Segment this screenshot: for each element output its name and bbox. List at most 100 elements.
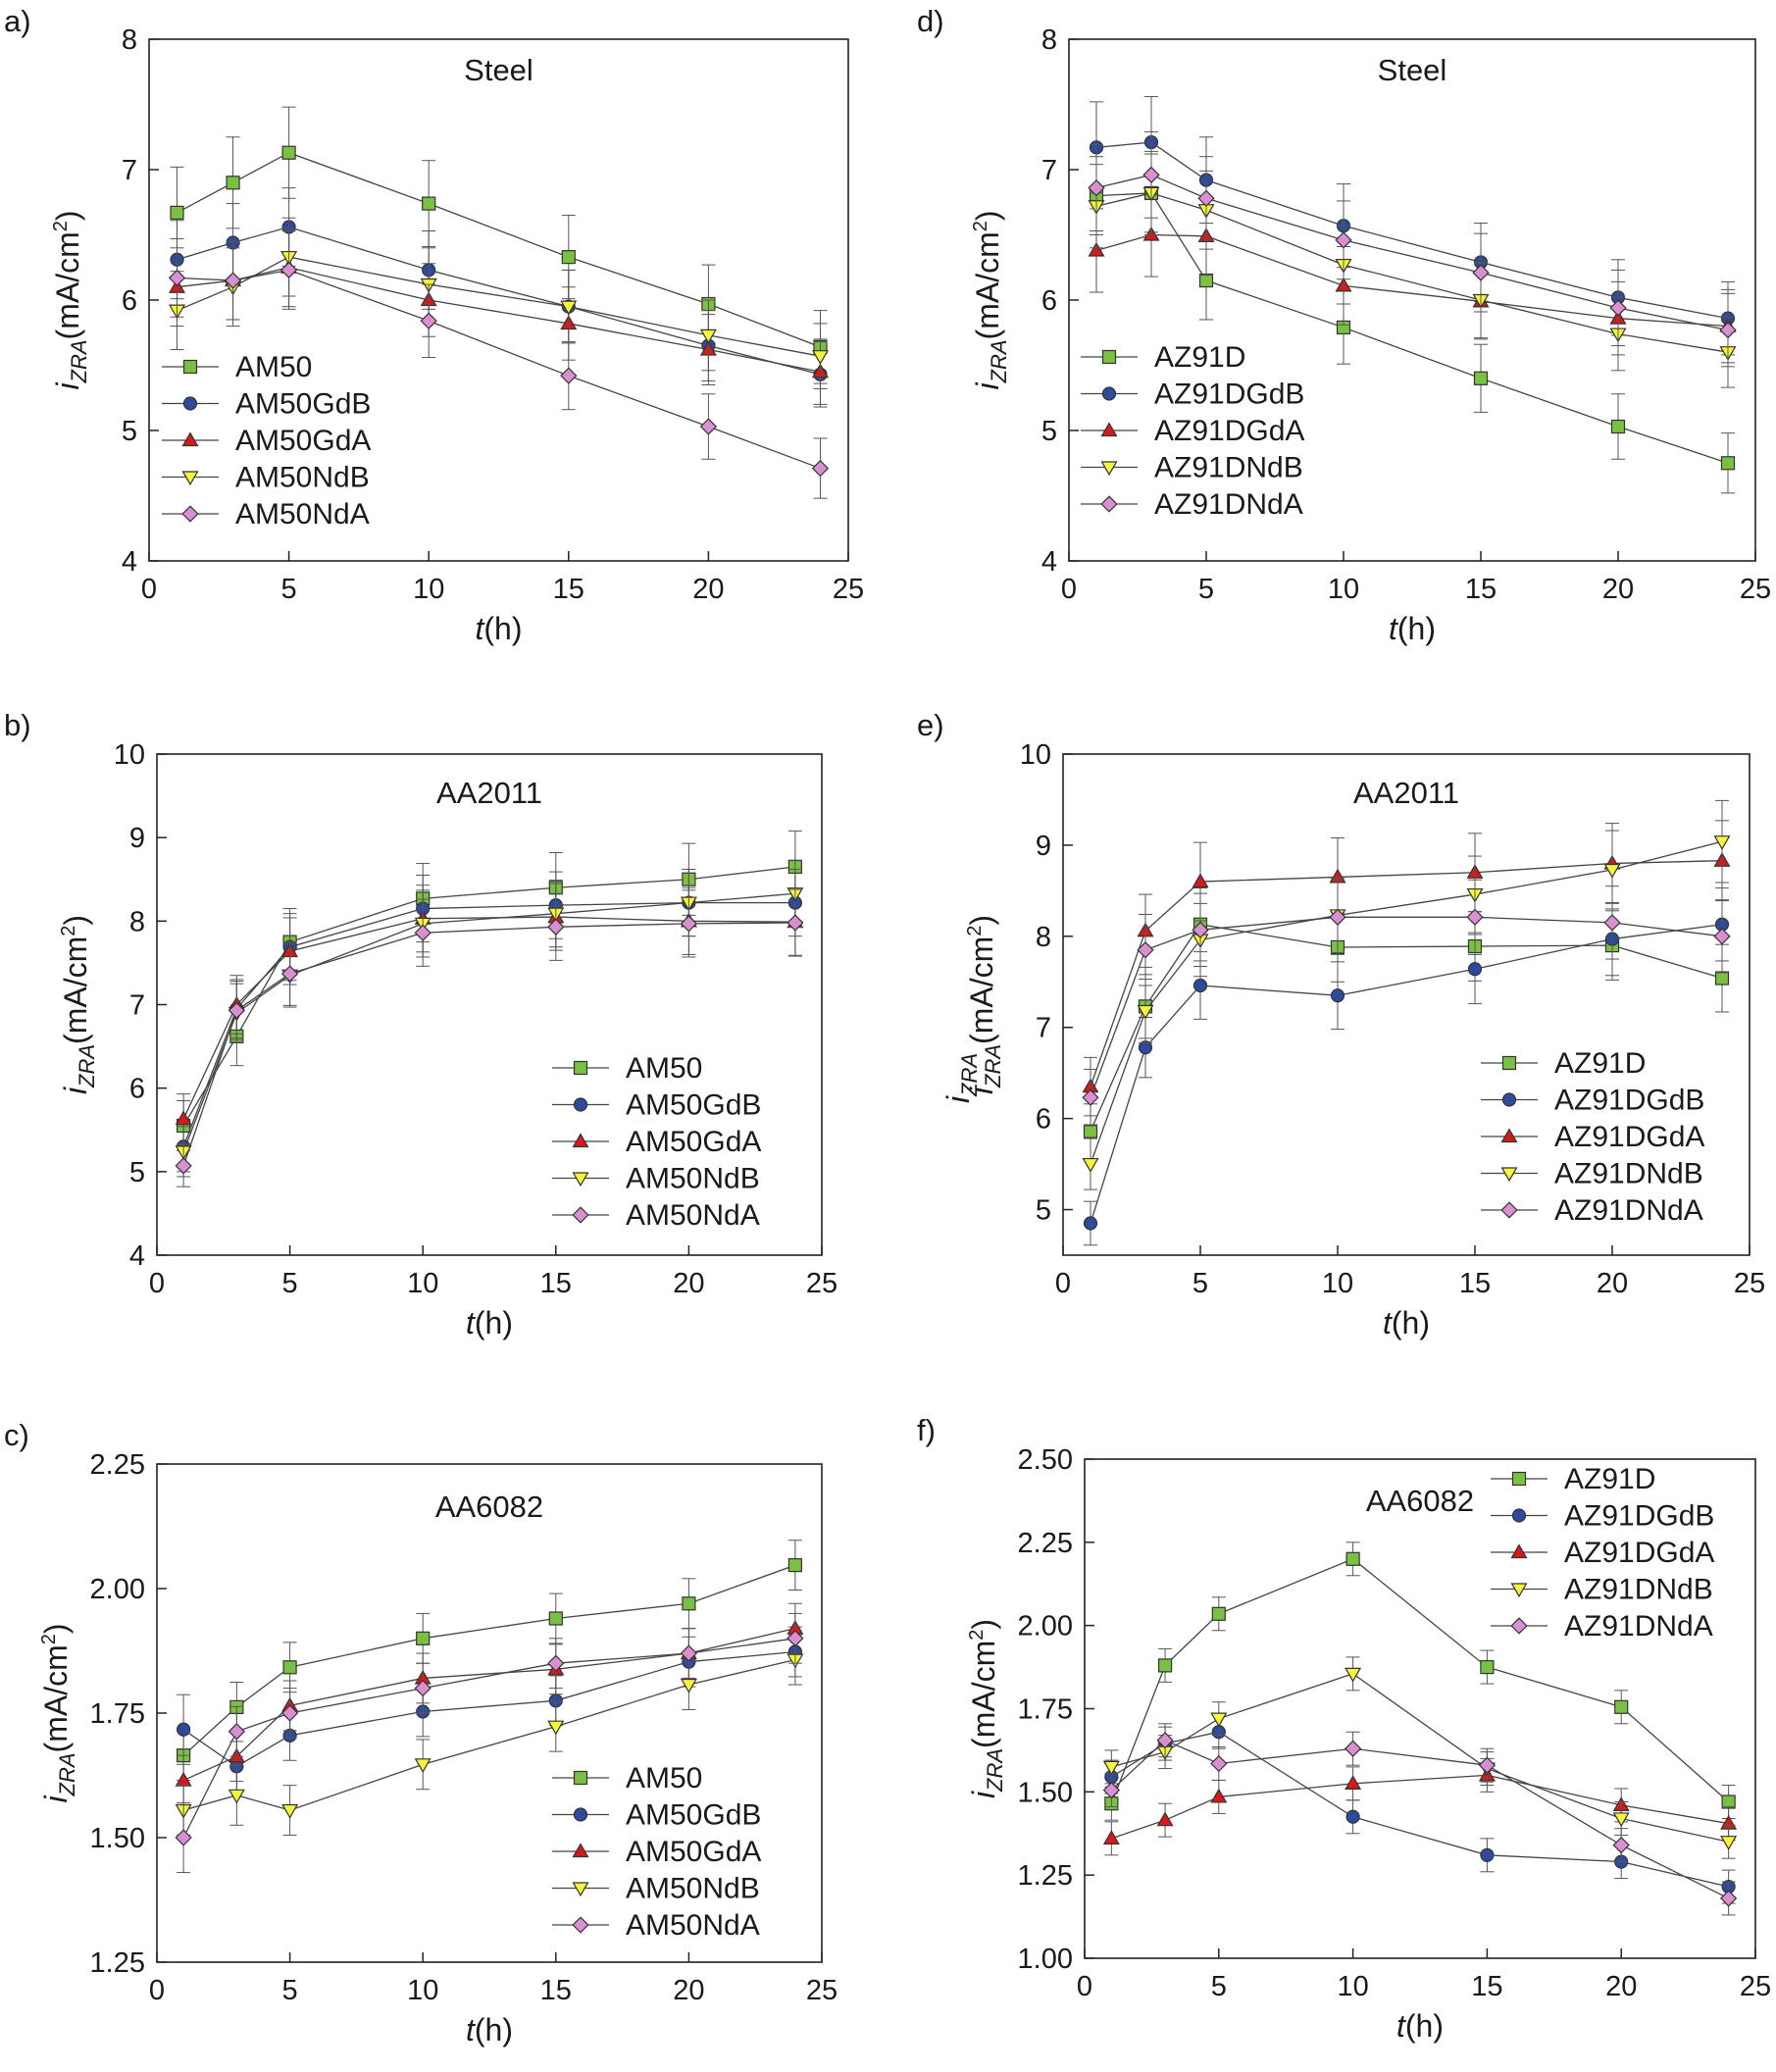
legend-marker xyxy=(1510,1617,1528,1635)
data-point xyxy=(1603,914,1621,932)
y-tick-label: 2.25 xyxy=(90,1449,145,1481)
series-AM50GdA xyxy=(175,1602,804,1806)
series-AM50 xyxy=(170,106,828,384)
legend: AM50 AM50GdB AM50GdA AM50NdB AM50NdA xyxy=(162,351,371,531)
legend: AZ91D AZ91DGdB AZ91DGdA AZ91DNdB AZ91DNdA xyxy=(1481,1047,1704,1227)
y-tick-label: 2.00 xyxy=(90,1574,145,1605)
y-tick-label: 6 xyxy=(1041,285,1057,317)
data-point xyxy=(1083,1124,1098,1138)
x-tick-label: 15 xyxy=(553,574,584,605)
panel-label: a) xyxy=(4,4,31,38)
data-point xyxy=(1102,1760,1120,1776)
legend-entry: AM50NdB xyxy=(626,1873,760,1905)
data-point xyxy=(1345,1775,1362,1790)
legend-marker xyxy=(1500,1128,1518,1143)
data-point xyxy=(1156,1811,1174,1827)
legend-marker xyxy=(1510,1543,1528,1559)
data-point xyxy=(281,145,296,160)
x-tick-label: 20 xyxy=(692,574,724,605)
x-tick-label: 15 xyxy=(1459,1268,1491,1299)
x-axis-label: t(h) xyxy=(476,611,523,646)
data-point xyxy=(1192,978,1208,993)
y-tick-label: 8 xyxy=(1036,922,1051,953)
data-point xyxy=(1198,273,1214,288)
legend-marker xyxy=(572,1206,589,1224)
series-line xyxy=(182,1659,796,1811)
legend-entry: AM50NdA xyxy=(626,1199,760,1232)
legend-marker xyxy=(1101,349,1117,365)
legend-entry: AM50GdA xyxy=(626,1126,761,1158)
data-point xyxy=(548,1611,563,1626)
series-AM50NdA xyxy=(168,230,830,499)
data-point xyxy=(175,1157,192,1175)
series-line xyxy=(1095,174,1729,331)
series-line xyxy=(177,256,821,357)
y-tick-label: 1.75 xyxy=(1018,1694,1073,1726)
data-point xyxy=(1210,1712,1228,1728)
series-line xyxy=(1095,233,1729,328)
data-point xyxy=(1480,1659,1495,1675)
legend-entry: AZ91DNdB xyxy=(1554,1158,1703,1190)
y-tick-label: 6 xyxy=(122,285,137,317)
data-point xyxy=(1721,1794,1736,1809)
y-tick-label: 5 xyxy=(1041,416,1057,447)
data-point xyxy=(1478,1756,1497,1774)
x-tick-label: 5 xyxy=(1198,574,1214,605)
legend: AM50 AM50GdB AM50GdA AM50NdB AM50NdA xyxy=(552,1052,761,1232)
series-AM50NdA xyxy=(175,1612,804,1874)
x-axis-label: t(h) xyxy=(1389,611,1436,646)
legend-marker xyxy=(572,1843,589,1858)
legend-marker xyxy=(573,1060,588,1076)
legend-marker xyxy=(572,1133,589,1148)
y-tick-label: 9 xyxy=(1036,831,1051,862)
legend-marker xyxy=(1100,461,1118,477)
x-tick-label: 10 xyxy=(407,1268,438,1299)
data-point xyxy=(1719,321,1737,339)
series-line xyxy=(182,866,795,1127)
data-point xyxy=(1088,241,1105,257)
panel-5: f) AA6082 0 5 10 15 20 25 1.00 1.25 1.50 1.75 2.00 2.… xyxy=(917,1413,1771,2044)
y-tick-label: 7 xyxy=(1041,155,1057,186)
y-tick-label: 1.25 xyxy=(1018,1860,1073,1892)
series-line xyxy=(1111,1731,1729,1888)
data-point xyxy=(280,1704,299,1722)
chart-title: AA2011 xyxy=(436,776,542,810)
legend-marker xyxy=(1500,1167,1518,1183)
data-point xyxy=(1156,1732,1174,1749)
data-point xyxy=(1211,1606,1226,1621)
y-tick-label: 7 xyxy=(129,990,145,1022)
data-point xyxy=(414,1679,431,1697)
x-tick-label: 0 xyxy=(1061,574,1077,605)
data-point xyxy=(1614,1699,1629,1714)
panel-label: c) xyxy=(4,1418,29,1452)
legend-entry: AZ91DNdA xyxy=(1154,488,1303,521)
legend-entry: AM50GdB xyxy=(626,1799,761,1832)
data-point xyxy=(1192,873,1209,888)
x-tick-label: 5 xyxy=(1192,1268,1208,1299)
x-tick-label: 25 xyxy=(806,1268,837,1299)
data-point xyxy=(1142,166,1160,183)
data-point xyxy=(547,1654,565,1672)
series-AZ91DNdA xyxy=(1082,879,1731,1127)
legend-marker xyxy=(1501,1092,1517,1107)
data-point xyxy=(1330,988,1345,1003)
chart-title: AA6082 xyxy=(435,1490,543,1524)
series-line xyxy=(177,151,821,348)
data-point xyxy=(282,1660,297,1675)
y-tick-label: 1.25 xyxy=(90,1947,145,1979)
x-tick-label: 10 xyxy=(413,574,444,605)
legend-entry: AZ91D xyxy=(1554,1047,1646,1080)
x-tick-label: 0 xyxy=(1055,1268,1071,1299)
legend-entry: AZ91DNdB xyxy=(1154,452,1303,484)
y-tick-label: 5 xyxy=(122,416,137,447)
legend-marker xyxy=(181,505,199,523)
data-point xyxy=(1329,908,1346,926)
panel-1: d) Steel 0 5 10 15 20 25 4 5 6 7 8 t(h) iZRA(mA/cm2) AZ… xyxy=(917,4,1771,646)
legend-marker xyxy=(573,1097,588,1112)
legend-marker xyxy=(1100,422,1118,437)
y-axis-label: iZRA(mA/cm2) xyxy=(58,915,99,1094)
x-tick-label: 25 xyxy=(833,574,864,605)
legend-marker xyxy=(573,1807,588,1822)
y-tick-label: 4 xyxy=(129,1240,145,1272)
